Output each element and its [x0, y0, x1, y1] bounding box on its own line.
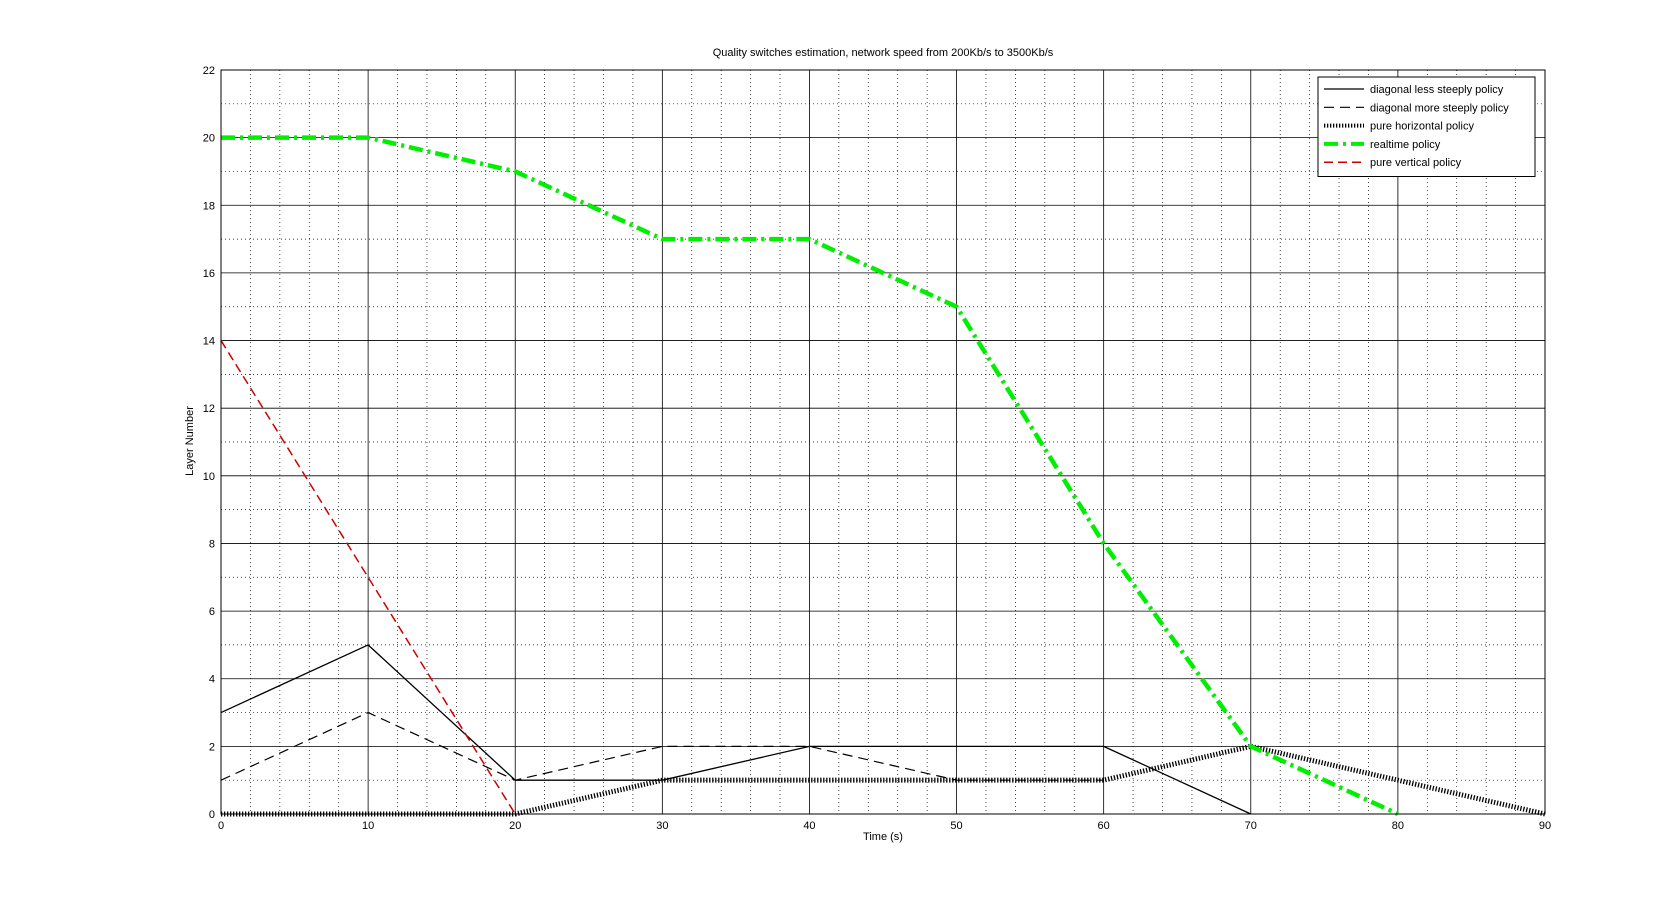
chart-title: Quality switches estimation, network spe…: [713, 47, 1054, 59]
minor-grid: [221, 70, 1545, 814]
y-tick-label: 20: [203, 133, 215, 145]
y-tick-label: 16: [203, 268, 215, 280]
y-axis-ticks: 0 2 4 6 8 10 12 14 16 18 20 22: [203, 65, 215, 821]
legend-label: pure vertical policy: [1370, 157, 1462, 169]
y-axis-label: Layer Number: [184, 406, 196, 476]
y-tick-label: 18: [203, 200, 215, 212]
x-tick-label: 50: [950, 820, 962, 832]
series-line-realtime-policy: [221, 135, 1399, 817]
x-tick-label: 30: [656, 820, 668, 832]
x-tick-label: 70: [1245, 820, 1257, 832]
x-tick-label: 40: [803, 820, 815, 832]
x-tick-label: 90: [1539, 820, 1551, 832]
y-tick-label: 6: [209, 606, 215, 618]
plot-frame: [220, 69, 1546, 815]
x-axis-ticks: 0 10 20 30 40 50 60 70 80 90: [218, 820, 1551, 832]
y-tick-label: 0: [209, 809, 215, 821]
x-axis-label: Time (s): [863, 831, 903, 843]
series-line-diagonal-less-steeply-policy: [220, 644, 1252, 815]
y-tick-label: 2: [209, 741, 215, 753]
legend-label: realtime policy: [1370, 139, 1441, 151]
y-tick-label: 10: [203, 471, 215, 483]
x-tick-label: 60: [1098, 820, 1110, 832]
x-tick-label: 0: [218, 820, 224, 832]
y-tick-label: 4: [209, 674, 215, 686]
series-layer: [220, 135, 1546, 817]
y-tick-label: 14: [203, 336, 215, 348]
x-tick-label: 20: [509, 820, 521, 832]
legend: diagonal less steeply policy diagonal mor…: [1317, 76, 1536, 177]
x-tick-label: 10: [362, 820, 374, 832]
y-tick-label: 8: [209, 538, 215, 550]
legend-label: diagonal more steeply policy: [1370, 102, 1509, 114]
y-tick-label: 12: [203, 403, 215, 415]
y-tick-label: 22: [203, 65, 215, 77]
series-line-pure-vertical-policy: [220, 340, 516, 815]
legend-label: diagonal less steeply policy: [1370, 84, 1504, 96]
series-line-diagonal-more-steeply-policy: [220, 711, 1104, 781]
x-tick-label: 80: [1392, 820, 1404, 832]
legend-label: pure horizontal policy: [1370, 121, 1474, 133]
